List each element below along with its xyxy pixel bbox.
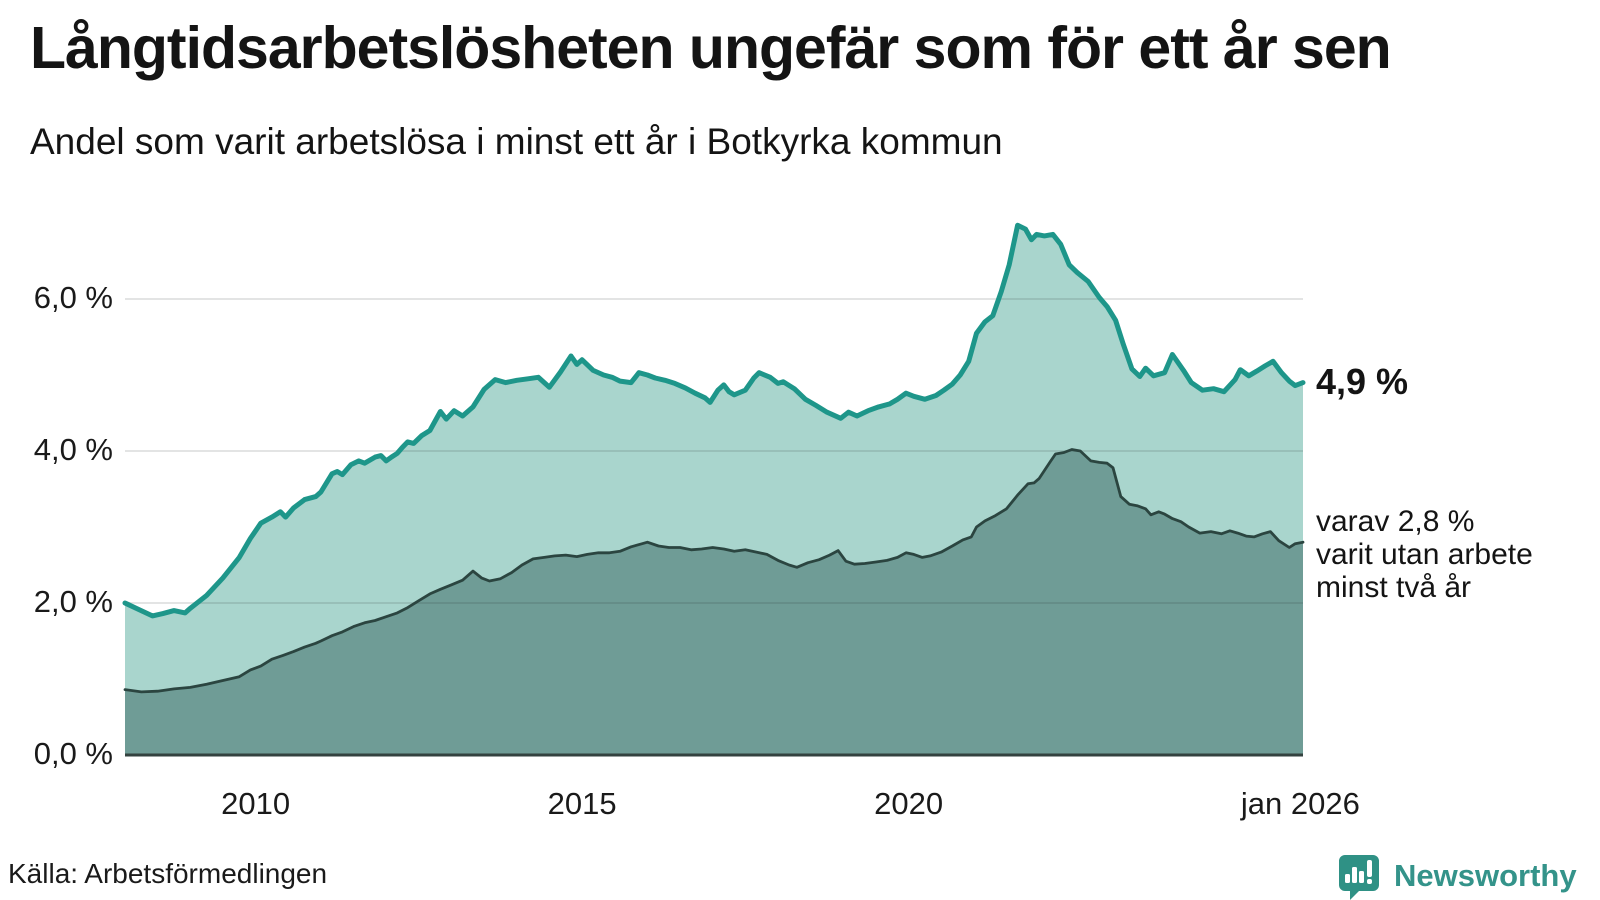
- y-axis-tick-label: 4,0 %: [33, 432, 113, 467]
- x-axis-tick-label: 2020: [874, 786, 944, 821]
- y-axis-tick-label: 2,0 %: [33, 584, 113, 619]
- latest-value-label: 4,9 %: [1316, 360, 1409, 402]
- secondary-value-label: varav 2,8 % varit utan arbete minst två …: [1316, 505, 1533, 604]
- secondary-value-line: varit utan arbete: [1316, 538, 1533, 572]
- x-axis-tick-label: 2010: [221, 786, 291, 821]
- newsworthy-logo-icon: [1339, 855, 1379, 900]
- x-axis-tick-label: jan 2026: [1240, 786, 1360, 821]
- source-attribution: Källa: Arbetsförmedlingen: [8, 858, 328, 889]
- y-axis-tick-label: 6,0 %: [33, 280, 113, 315]
- x-axis-tick-label: 2015: [547, 786, 617, 821]
- secondary-value-line: varav 2,8 %: [1316, 505, 1475, 539]
- page-title: Långtidsarbetslösheten ungefär som för e…: [30, 15, 1392, 81]
- secondary-value-line: minst två år: [1316, 571, 1472, 605]
- chart-subtitle: Andel som varit arbetslösa i minst ett å…: [30, 121, 1003, 162]
- newsworthy-logo-text: Newsworthy: [1394, 858, 1577, 893]
- y-axis-tick-label: 0,0 %: [33, 736, 113, 771]
- newsworthy-logo: Newsworthy: [1336, 852, 1577, 900]
